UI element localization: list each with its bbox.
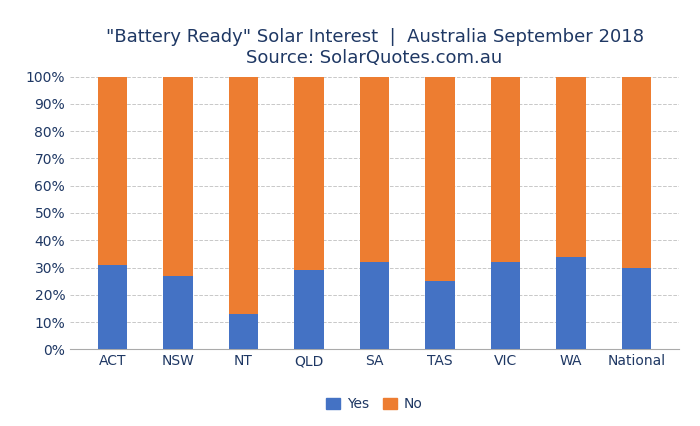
Bar: [556, 77, 586, 256]
Bar: [556, 256, 586, 349]
Bar: [426, 281, 455, 349]
Bar: [229, 314, 258, 349]
Bar: [426, 77, 455, 281]
Bar: [360, 77, 389, 262]
Bar: [622, 77, 651, 268]
Legend: Yes, No: Yes, No: [321, 392, 428, 417]
Bar: [491, 262, 520, 349]
Bar: [294, 77, 323, 270]
Bar: [622, 268, 651, 349]
Bar: [163, 276, 193, 349]
Bar: [491, 77, 520, 262]
Bar: [229, 77, 258, 314]
Bar: [294, 270, 323, 349]
Bar: [98, 77, 127, 265]
Title: "Battery Ready" Solar Interest  |  Australia September 2018
Source: SolarQuotes.: "Battery Ready" Solar Interest | Austral…: [106, 28, 643, 67]
Bar: [98, 265, 127, 349]
Bar: [163, 77, 193, 276]
Bar: [360, 262, 389, 349]
